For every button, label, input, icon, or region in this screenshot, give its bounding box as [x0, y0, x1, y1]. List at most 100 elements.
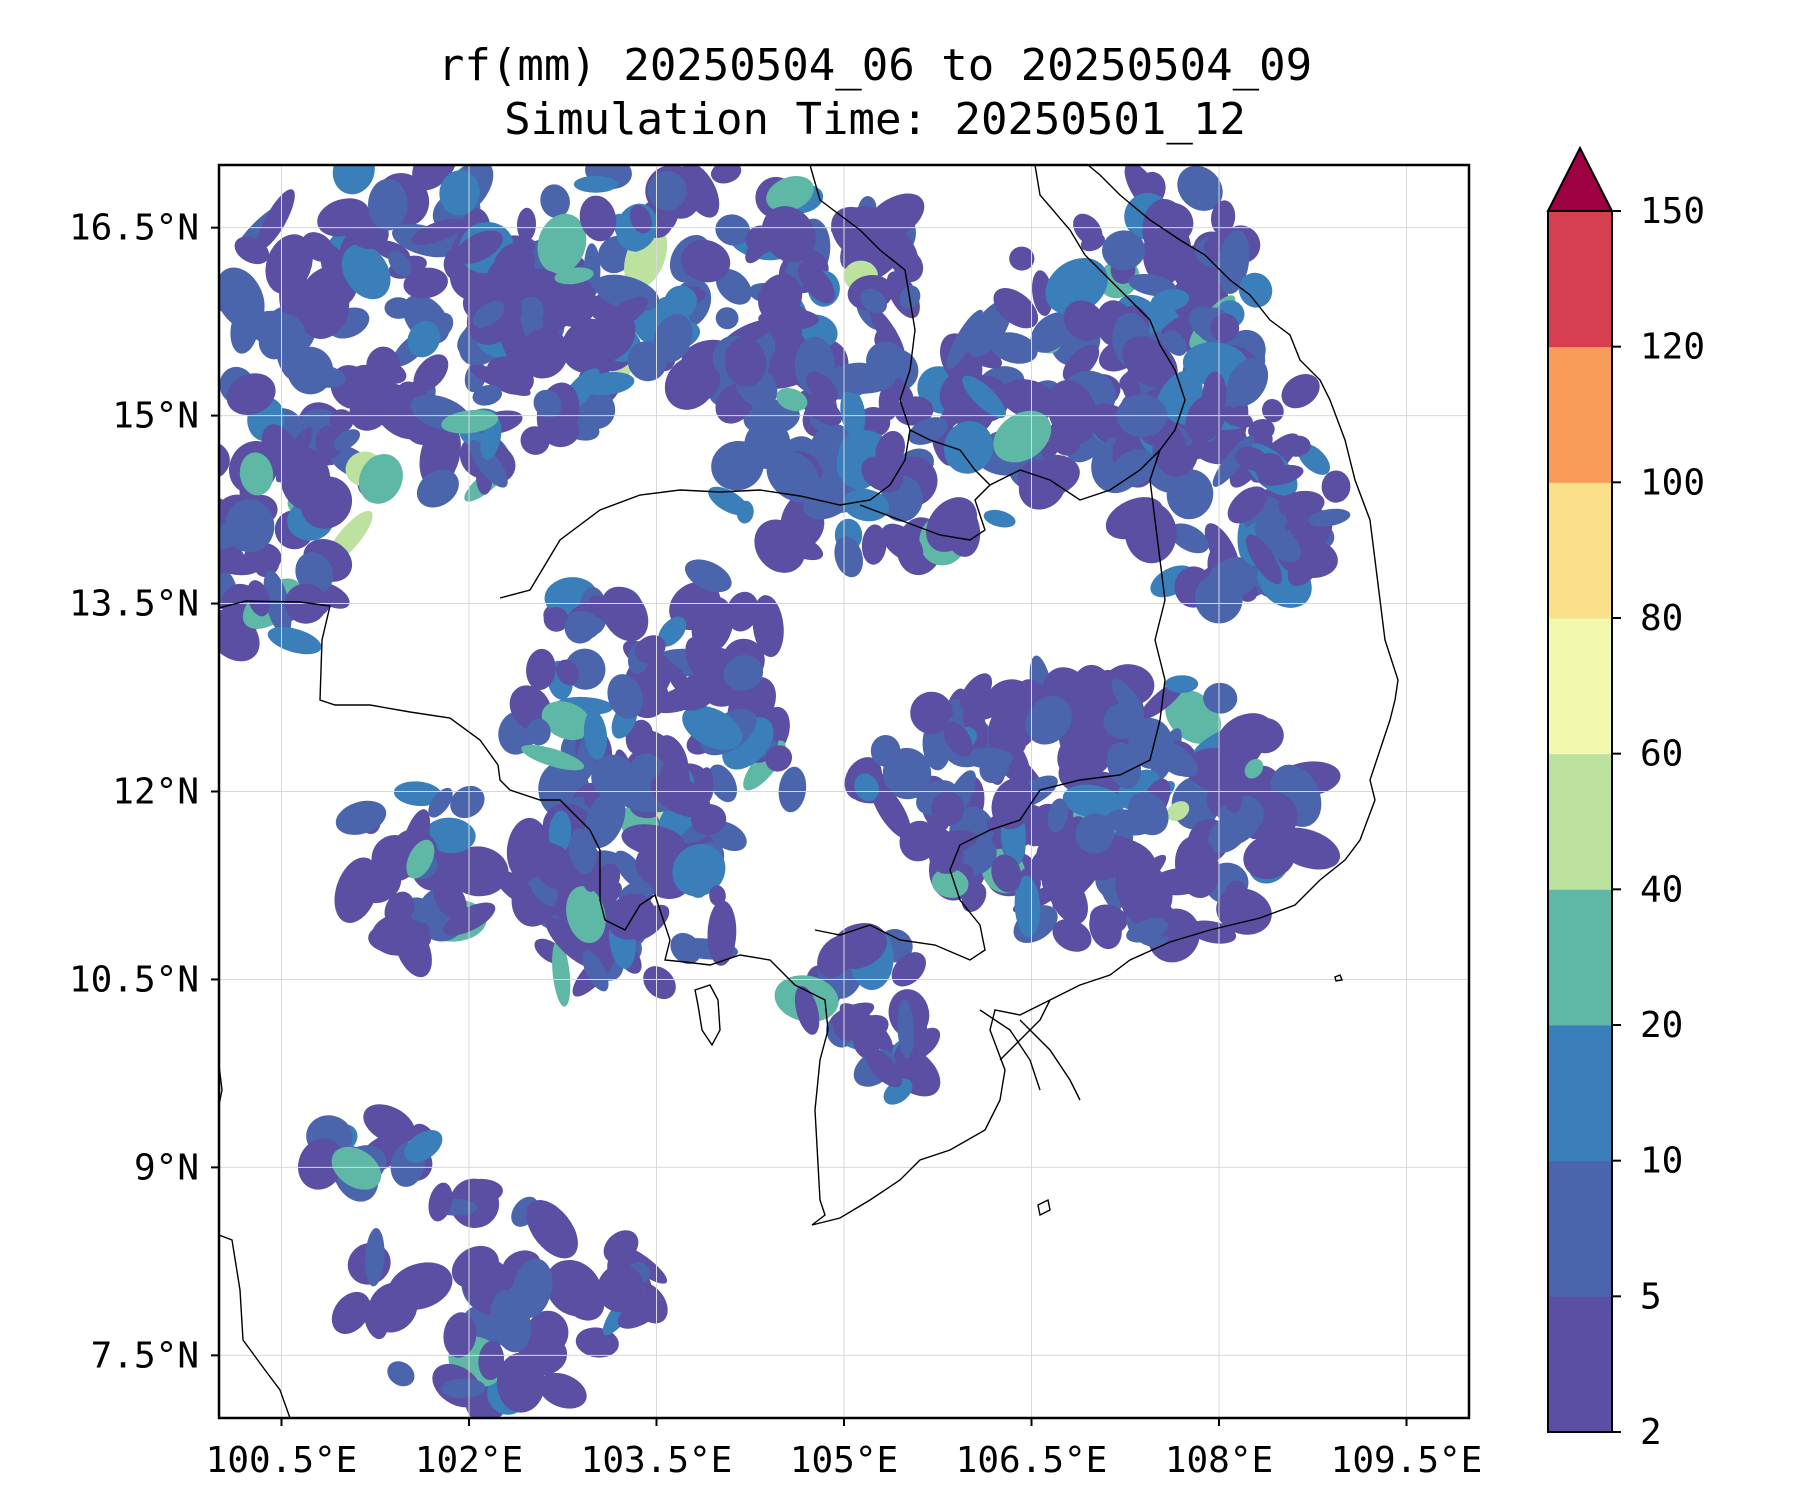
lat-tick-label: 15°N [112, 396, 199, 437]
longitude-ticks: 100.5°E 102°E 103.5°E 105°E 106.5°E 108°E 109.… [206, 1418, 1482, 1481]
rainfall-cell [1062, 344, 1100, 382]
coastlines-and-borders [219, 165, 1399, 1418]
rainfall-cell [878, 383, 900, 421]
rainfall-cell [1062, 784, 1124, 819]
rainfall-cell [861, 524, 887, 565]
rainfall-cell [451, 1245, 499, 1289]
rainfall-cell [1105, 809, 1153, 836]
rainfall-cell [582, 372, 635, 396]
rainfall-cell [490, 1290, 531, 1353]
rainfall-cell [1106, 742, 1142, 789]
rainfall-cell [798, 390, 842, 426]
rainfall-cell [1211, 200, 1236, 235]
rainfall-cell [715, 307, 739, 330]
rainfall-cell [219, 440, 230, 480]
border-cambodia-laos [859, 165, 1186, 541]
rainfall-cell [297, 363, 347, 388]
rainfall-cell [685, 359, 721, 401]
rainfall-cell [991, 777, 1035, 830]
rainfall-cell [993, 410, 1052, 463]
rainfall-cell [715, 214, 751, 246]
rainfall-cell [540, 184, 570, 218]
rainfall-cell [910, 691, 953, 735]
rainfall-cell [870, 781, 912, 839]
gridlines [219, 165, 1469, 1418]
rainfall-cell [891, 952, 926, 987]
rainfall-cell [708, 764, 738, 803]
rainfall-cell [575, 1327, 619, 1358]
rainfall-cell [710, 165, 742, 184]
rainfall-cell [908, 417, 948, 445]
rainfall-cell [1278, 490, 1325, 518]
rainfall-cell [1166, 469, 1214, 520]
lon-tick-label: 102°E [415, 1440, 523, 1481]
colorbar-segment [1548, 1296, 1612, 1433]
rainfall-cell [538, 1372, 587, 1409]
rainfall-cell [1128, 717, 1174, 770]
rainfall-cell [257, 189, 295, 250]
rainfall-cell [416, 469, 459, 508]
colorbar-tick-label: 120 [1640, 327, 1705, 368]
rainfall-cell [496, 1352, 546, 1413]
colorbar-tick-label: 150 [1640, 191, 1705, 232]
rainfall-cell [1185, 394, 1226, 444]
rainfall-cell [473, 300, 505, 328]
rainfall-cell [439, 170, 480, 216]
rainfall-cell [591, 754, 636, 799]
rainfall-cell [766, 176, 814, 212]
rainfall-cell [685, 636, 722, 688]
rainfall-cell [931, 868, 969, 898]
rainfall-cell [1248, 419, 1275, 441]
rainfall-cell [684, 559, 732, 593]
rainfall-cell [333, 429, 361, 451]
rainfall-cell [295, 552, 334, 594]
rainfall-cell [1045, 257, 1108, 315]
rainfall-cell [1235, 446, 1269, 471]
rainfall-cell [539, 842, 591, 891]
rainfall-cell [726, 591, 759, 632]
colorbar-tick-label: 2 [1640, 1412, 1662, 1453]
rainfall-cell [1031, 270, 1053, 316]
border-cambodia-vietnam [814, 449, 1166, 961]
rainfall-cell [1030, 312, 1073, 353]
rainfall-cell [478, 1340, 505, 1381]
rainfall-cell [854, 773, 879, 802]
colorbar-segment [1548, 482, 1612, 619]
rainfall-cell [1111, 449, 1156, 488]
coastline-mekong-delta-islands [979, 999, 1081, 1101]
rainfall-cell [843, 488, 890, 522]
rainfall-cell [331, 1291, 371, 1334]
rainfall-cell [960, 673, 993, 712]
rainfall-cell [514, 296, 544, 327]
rainfall-cell [860, 288, 887, 314]
rainfall-cell [368, 1282, 418, 1333]
rainfall-cell [723, 655, 764, 691]
rainfall-cell [450, 785, 485, 819]
rainfall-cell [443, 1312, 477, 1358]
rainfall-cell [834, 367, 896, 394]
rainfall-cell [988, 704, 1037, 751]
rainfall-cell [621, 824, 685, 857]
rainfall-cell [247, 580, 270, 617]
rainfall-cell [606, 893, 656, 940]
rainfall-cell [897, 999, 915, 1059]
rainfall-cell [806, 371, 838, 403]
colorbar-segment [1548, 1025, 1612, 1162]
rainfall-cell [1052, 860, 1103, 910]
rainfall-cell [331, 1146, 382, 1190]
rainfall-cell [433, 878, 467, 920]
rainfall-cell [469, 364, 531, 396]
rainfall-cell [1281, 373, 1320, 409]
rainfall-cell [761, 206, 816, 263]
rainfall-cell [1244, 758, 1264, 779]
colorbar-tick-label: 10 [1640, 1141, 1683, 1182]
rainfall-cell [455, 230, 503, 264]
lon-tick-label: 105°E [790, 1440, 898, 1481]
rainfall-cell [724, 337, 767, 387]
colorbar-segment [1548, 1160, 1612, 1297]
lon-tick-label: 103.5°E [581, 1440, 733, 1481]
rainfall-cell [614, 850, 647, 889]
map-title-line-1: rf(mm) 20250504_06 to 20250504_09 [437, 40, 1313, 91]
rainfall-cell [407, 321, 441, 358]
